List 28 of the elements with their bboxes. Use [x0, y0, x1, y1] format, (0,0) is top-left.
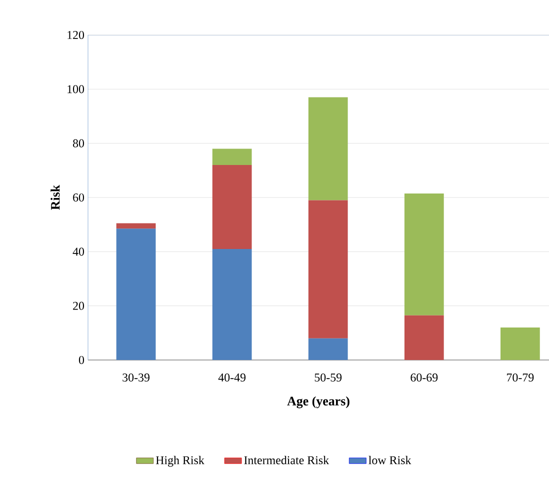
bar — [212, 148, 252, 165]
y-tick-label: 40 — [72, 248, 84, 256]
legend-label: low Risk — [368, 456, 412, 464]
y-tick-label: 100 — [68, 85, 84, 94]
bar — [212, 248, 252, 360]
x-tick-label: 40-49 — [218, 373, 246, 382]
bar — [308, 200, 348, 338]
y-tick-label: 0 — [78, 356, 84, 364]
x-axis-title: Age (years) — [287, 396, 350, 408]
legend-label: Intermediate Risk — [244, 456, 330, 464]
bar — [500, 328, 540, 360]
y-tick-label: 80 — [72, 139, 84, 148]
y-axis-title: Risk — [50, 184, 60, 210]
bar — [212, 165, 252, 249]
bar — [308, 97, 348, 200]
x-tick-label: 60-69 — [410, 373, 438, 382]
y-tick-label: 60 — [73, 193, 84, 202]
x-tick-label: 70-79 — [507, 373, 534, 382]
bar — [116, 223, 156, 229]
bar — [116, 228, 156, 360]
bar — [404, 193, 444, 316]
y-tick-label: 120 — [68, 30, 84, 40]
x-tick-label: 50-59 — [314, 373, 342, 382]
bar — [404, 315, 444, 360]
bar — [308, 338, 348, 360]
legend-label: High Risk — [156, 456, 204, 467]
y-tick-label: 20 — [73, 302, 84, 310]
x-tick-label: 30-39 — [122, 373, 150, 382]
